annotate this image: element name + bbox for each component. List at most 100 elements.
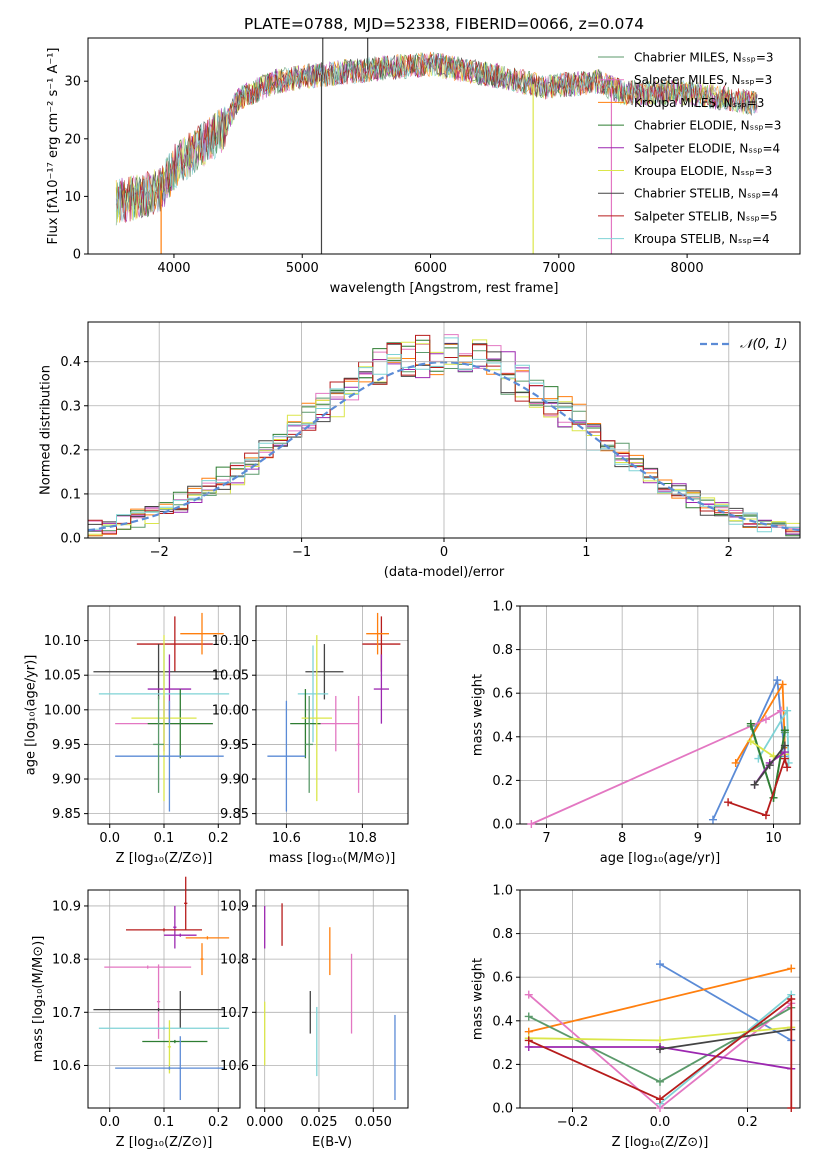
- x-tick-label: 0.0: [650, 1115, 671, 1130]
- x-tick-label: 10.6: [272, 831, 301, 846]
- weight-marker: [731, 758, 740, 767]
- y-tick-label: 0.2: [492, 774, 513, 789]
- weight-marker: [773, 676, 782, 685]
- error-bar-point: [185, 936, 230, 940]
- weight-series-line: [727, 755, 788, 817]
- error-bar-point: [173, 905, 177, 949]
- axes-frame: [87, 37, 801, 255]
- error-bar-point: [305, 695, 313, 793]
- y-tick-label: 10.6: [52, 1059, 81, 1074]
- x-tick-label: 9: [694, 831, 702, 846]
- spectrum-plot-area: [115, 38, 758, 254]
- y-tick-label: 10: [64, 190, 81, 205]
- y-tick-label: 0.8: [492, 927, 513, 942]
- weight-series-line: [659, 1028, 792, 1050]
- weight-marker: [780, 726, 789, 735]
- mass_vs_ebv-panel: 0.000 0.025 0.050 10.6 10.7 10.8 10.9 E(B-V): [220, 889, 409, 1150]
- error-bar-point: [267, 700, 306, 812]
- y-tick-label: 1.0: [492, 600, 513, 615]
- y-tick-label: 0.8: [492, 643, 513, 658]
- weight-marker: [783, 706, 792, 715]
- weight-marker: [783, 763, 792, 772]
- y-tick-label: 10.9: [220, 899, 249, 914]
- y-axis-label: mass [log₁₀(M/M⊙)]: [31, 936, 46, 1063]
- y-tick-label: 0.1: [60, 487, 81, 502]
- x-tick-label: 0.1: [154, 1115, 175, 1130]
- weight-marker: [724, 798, 733, 807]
- y-axis-label: Normed distribution: [39, 365, 54, 495]
- legend-entry: Salpeter MILES, Nₛₛₚ=3: [634, 73, 772, 87]
- x-tick-label: 7: [542, 831, 550, 846]
- error-bar-point: [147, 689, 213, 759]
- x-axis-label: mass [log₁₀(M/M⊙)]: [269, 851, 396, 866]
- y-tick-label: 10.7: [220, 1006, 249, 1021]
- y-tick-label: 0.6: [492, 971, 513, 986]
- x-axis-label: E(B-V): [312, 1135, 352, 1150]
- y-tick-label: 9.95: [220, 738, 249, 753]
- y-tick-label: 9.95: [52, 738, 81, 753]
- axes-frame: [519, 605, 801, 825]
- y-axis-label: mass weight: [471, 674, 486, 756]
- error-bar-point: [156, 964, 161, 1039]
- x-tick-label: 0.0: [99, 1115, 120, 1130]
- y-tick-label: 10.8: [52, 953, 81, 968]
- weight-marker: [750, 780, 759, 789]
- y-tick-label: 0.3: [60, 399, 81, 414]
- error-bar-point: [93, 1008, 224, 1012]
- x-tick-label: 8000: [671, 261, 704, 276]
- error-bar-point: [373, 654, 389, 724]
- y-tick-label: 9.90: [220, 773, 249, 788]
- legend-entry: Chabrier STELIB, Nₛₛₚ=4: [634, 187, 779, 201]
- y-tick-label: 20: [64, 132, 81, 147]
- weight-marker: [524, 990, 533, 999]
- error-bar-point: [178, 1036, 182, 1101]
- x-tick-label: −0.2: [557, 1115, 589, 1130]
- x-tick-label: 0.000: [246, 1115, 283, 1130]
- x-tick-label: 0.2: [208, 1115, 229, 1130]
- error-bar-point: [184, 876, 188, 930]
- y-tick-label: 10.7: [52, 1006, 81, 1021]
- y-tick-label: 9.85: [220, 807, 249, 822]
- x-tick-label: −1: [292, 545, 311, 560]
- error-bar-point: [115, 700, 224, 812]
- y-tick-label: 0.4: [492, 1014, 513, 1029]
- x-tick-label: 8: [618, 831, 626, 846]
- weight-marker: [787, 1104, 796, 1112]
- x-tick-label: 1: [582, 545, 590, 560]
- x-tick-label: 10: [765, 831, 782, 846]
- weight-series-line: [749, 723, 786, 799]
- mass_vs_Z-panel: 0.0 0.1 0.2 10.6 10.7 10.8 10.9 Z [log₁₀(Z/Z⊙)]…: [31, 876, 241, 1150]
- y-tick-label: 0.4: [60, 355, 81, 370]
- y-tick-label: 9.85: [52, 807, 81, 822]
- error-bar-point: [93, 644, 224, 700]
- weight-marker: [656, 1095, 664, 1104]
- y-tick-label: 10.10: [44, 634, 81, 649]
- y-tick-label: 0: [73, 248, 81, 263]
- weight-marker: [708, 815, 717, 824]
- x-axis-label: Z [log₁₀(Z/Z⊙)]: [116, 851, 213, 866]
- error-bar-point: [153, 695, 164, 793]
- spectrum-panel: 4000 5000 6000 7000 8000 0 10 20 30 wavelength [A…: [46, 37, 801, 296]
- y-axis-label: age [log₁₀(age/yr)]: [24, 655, 39, 776]
- error-bar-point: [167, 1020, 172, 1074]
- x-tick-label: 5000: [286, 261, 319, 276]
- weight-marker: [780, 741, 789, 750]
- x-axis-label: wavelength [Angstrom, rest frame]: [330, 281, 559, 296]
- x-axis-label: (data-model)/error: [384, 565, 505, 580]
- legend-entry: Kroupa STELIB, Nₛₛₚ=4: [634, 232, 770, 246]
- weight-series-line: [734, 681, 786, 764]
- weight-marker: [778, 680, 787, 689]
- weight-series-line: [659, 963, 792, 1042]
- x-tick-label: −2: [150, 545, 169, 560]
- x-tick-label: 6000: [414, 261, 447, 276]
- error-bar-point: [142, 1039, 208, 1044]
- x-axis-label: Z [log₁₀(Z/Z⊙)]: [116, 1135, 213, 1150]
- error-bar-point: [131, 635, 197, 802]
- weight-marker: [524, 1012, 533, 1021]
- error-bar-point: [98, 1026, 230, 1030]
- y-tick-label: 0.2: [492, 1058, 513, 1073]
- weight-marker: [524, 1036, 533, 1045]
- weight-marker: [765, 761, 774, 770]
- error-bar-point: [301, 635, 332, 802]
